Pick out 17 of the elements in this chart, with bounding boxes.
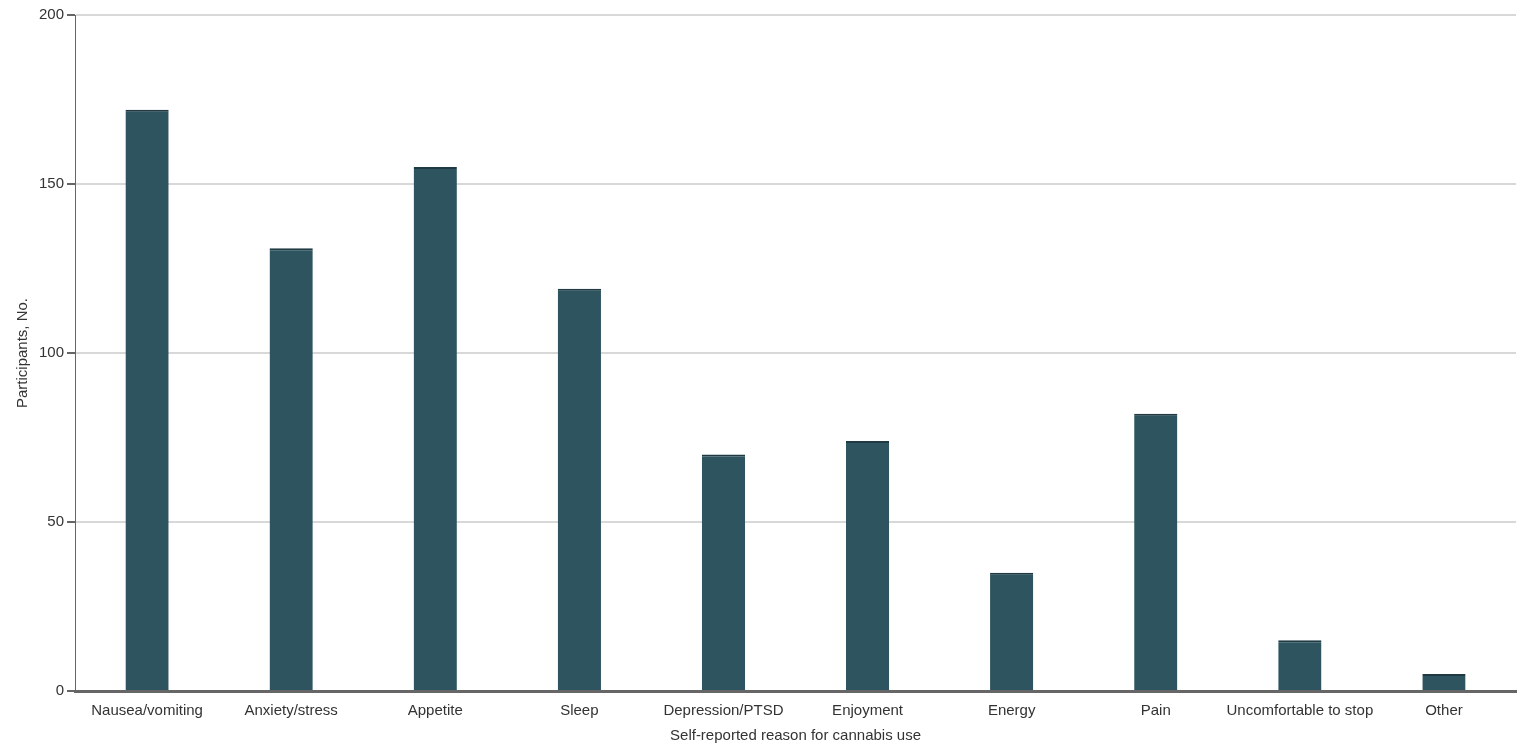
x-tick-label: Depression/PTSD	[663, 701, 784, 719]
x-tick-label: Pain	[1140, 701, 1171, 719]
x-axis-title: Self-reported reason for cannabis use	[670, 726, 922, 744]
x-tick-label: Anxiety/stress	[244, 701, 338, 719]
y-tick-label: 100	[39, 343, 65, 361]
y-axis-title: Participants, No.	[13, 297, 31, 409]
x-tick-label: Other	[1425, 701, 1463, 719]
x-tick-label: Nausea/vomiting	[91, 701, 203, 719]
x-tick-label: Appetite	[407, 701, 463, 719]
x-tick-label: Sleep	[560, 701, 599, 719]
y-tick-label: 200	[39, 5, 65, 23]
x-tick-label: Uncomfortable to stop	[1226, 701, 1374, 719]
y-tick-label: 0	[55, 681, 65, 699]
x-tick-label: Energy	[987, 701, 1036, 719]
y-tick-label: 50	[47, 512, 65, 530]
x-tick-label: Enjoyment	[832, 701, 904, 719]
y-tick-label: 150	[39, 174, 65, 192]
